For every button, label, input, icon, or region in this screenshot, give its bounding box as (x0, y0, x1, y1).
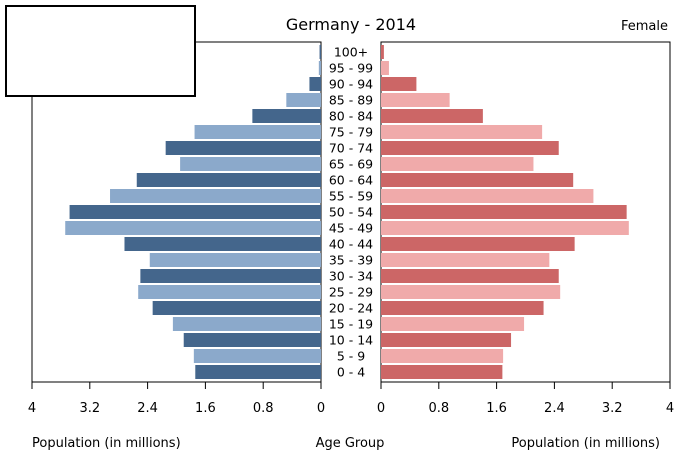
x-tick-label: 0 (377, 401, 385, 416)
age-group-label: 75 - 79 (329, 125, 373, 140)
x-tick-label: 1.6 (195, 401, 216, 416)
age-group-label: 80 - 84 (329, 109, 373, 124)
age-group-axis-label: Age Group (316, 436, 385, 451)
chart-title: Germany - 2014 (286, 15, 416, 34)
age-group-label: 60 - 64 (329, 173, 373, 188)
male-bar (124, 237, 321, 251)
male-bar (286, 93, 321, 107)
female-bar (381, 221, 629, 235)
female-bar (381, 157, 534, 171)
male-bar (138, 285, 321, 299)
age-group-label: 15 - 19 (329, 317, 373, 332)
male-bar (172, 317, 321, 331)
x-tick-label: 2.4 (544, 401, 565, 416)
female-bar (381, 365, 503, 379)
age-group-label: 45 - 49 (329, 221, 373, 236)
age-group-label: 65 - 69 (329, 157, 373, 172)
age-group-label: 55 - 59 (329, 189, 373, 204)
male-bar (319, 45, 321, 59)
x-tick-label: 3.2 (602, 401, 623, 416)
male-bar (309, 77, 321, 91)
female-bar (381, 93, 450, 107)
x-tick-label: 1.6 (486, 401, 507, 416)
age-group-label: 95 - 99 (329, 61, 373, 76)
x-axis-label-right: Population (in millions) (511, 436, 660, 451)
female-bar (381, 61, 389, 75)
female-bar (381, 45, 384, 59)
male-bar (69, 205, 321, 219)
female-bar (381, 269, 559, 283)
male-bar (165, 141, 321, 155)
age-group-label: 85 - 89 (329, 93, 373, 108)
male-bar (193, 349, 321, 363)
female-bar (381, 141, 559, 155)
female-bar (381, 109, 483, 123)
age-group-label: 70 - 74 (329, 141, 373, 156)
legend-box (5, 5, 196, 97)
x-tick-label: 4 (666, 401, 674, 416)
male-bar (194, 125, 321, 139)
male-bar (195, 365, 321, 379)
female-bar (381, 301, 544, 315)
female-bar (381, 317, 525, 331)
female-bar (381, 237, 575, 251)
age-group-label: 100+ (334, 45, 368, 60)
female-bar (381, 253, 550, 267)
age-group-label: 30 - 34 (329, 269, 373, 284)
male-bar (152, 301, 321, 315)
male-bar (183, 333, 321, 347)
age-group-label: 10 - 14 (329, 333, 373, 348)
x-tick-label: 0.8 (428, 401, 449, 416)
age-group-label: 50 - 54 (329, 205, 373, 220)
male-bar (136, 173, 321, 187)
female-bar (381, 285, 561, 299)
female-bar (381, 173, 574, 187)
x-tick-label: 0 (317, 401, 325, 416)
age-group-label: 0 - 4 (337, 365, 365, 380)
female-bar (381, 125, 543, 139)
female-bar (381, 189, 594, 203)
female-bar (381, 205, 627, 219)
female-label: Female (621, 19, 668, 34)
male-bar (65, 221, 321, 235)
age-group-label: 20 - 24 (329, 301, 373, 316)
x-tick-label: 3.2 (79, 401, 100, 416)
age-group-label: 40 - 44 (329, 237, 373, 252)
female-bar (381, 77, 417, 91)
male-bar (252, 109, 321, 123)
male-bar (318, 61, 321, 75)
age-group-label: 5 - 9 (337, 349, 365, 364)
x-tick-label: 0.8 (253, 401, 274, 416)
female-bar (381, 333, 512, 347)
x-tick-label: 2.4 (137, 401, 158, 416)
male-bar (110, 189, 321, 203)
female-bar (381, 349, 504, 363)
age-group-label: 25 - 29 (329, 285, 373, 300)
x-tick-label: 4 (28, 401, 36, 416)
age-group-label: 35 - 39 (329, 253, 373, 268)
male-bar (149, 253, 321, 267)
age-group-label: 90 - 94 (329, 77, 373, 92)
x-axis-label-left: Population (in millions) (32, 436, 181, 451)
male-bar (180, 157, 321, 171)
male-bar (140, 269, 321, 283)
